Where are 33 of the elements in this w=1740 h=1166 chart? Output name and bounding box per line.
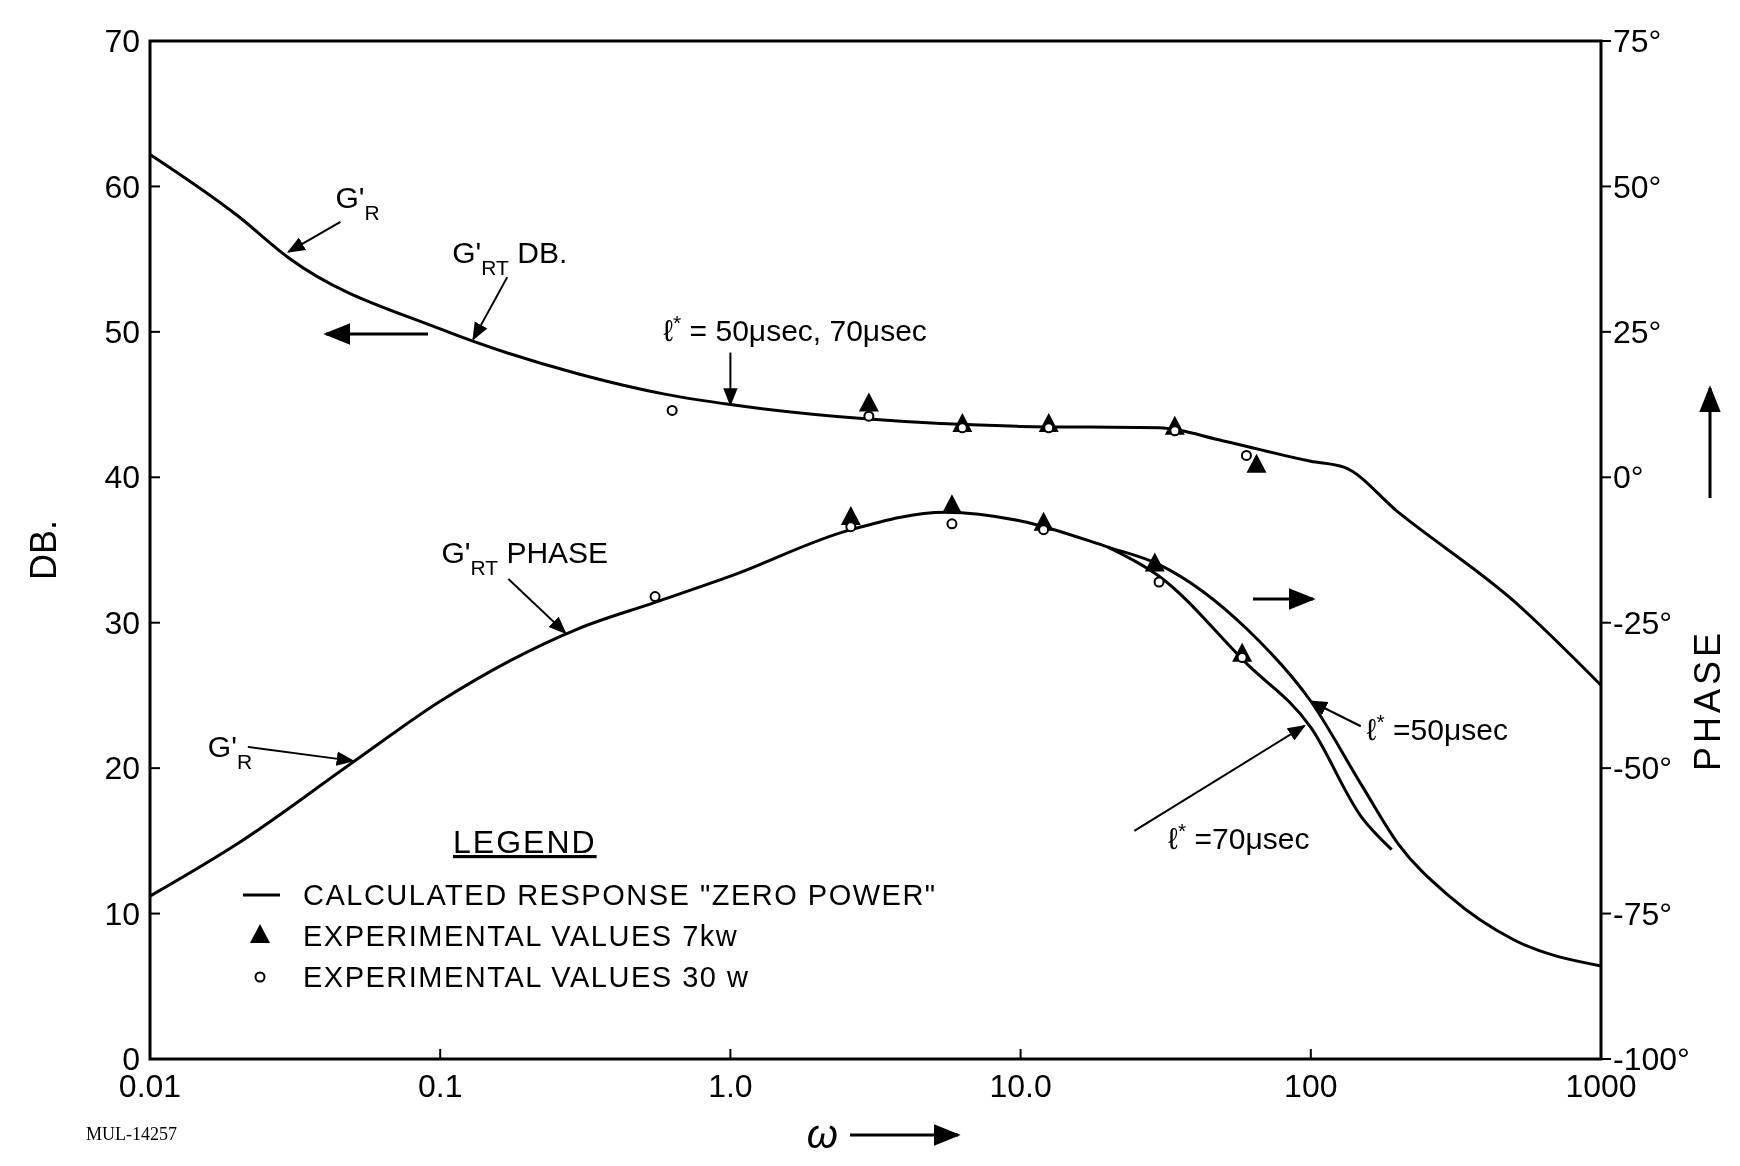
y-tick-label: 40	[104, 459, 140, 496]
y-tick-label: 60	[104, 168, 140, 205]
y2-tick-label: 75°	[1613, 23, 1662, 60]
y-tick-label: 30	[104, 604, 140, 641]
y-tick-label: 10	[104, 895, 140, 932]
y2-axis-title: PHASE	[1687, 628, 1728, 772]
y2-tick-label: -50°	[1613, 750, 1673, 787]
x-tick-label: 100	[1284, 1068, 1338, 1104]
y-tick-label: 70	[104, 23, 140, 60]
x-tick-label: 10.0	[989, 1068, 1052, 1104]
legend-label: CALCULATED RESPONSE "ZERO POWER"	[303, 879, 937, 911]
y2-tick-label: -75°	[1613, 895, 1673, 932]
annotation: ℓ$^{*}$ =50μsec	[1366, 709, 1508, 747]
annotation: ℓ$^{*}$ =70μsec	[1168, 818, 1310, 855]
y-tick-label: 50	[104, 314, 140, 351]
text: MUL-14257	[86, 1124, 177, 1144]
annotation: ℓ$^{*}$ = 50μsec, 70μsec	[663, 310, 927, 347]
y2-tick-label: -25°	[1613, 604, 1673, 641]
legend-label: EXPERIMENTAL VALUES 30 w	[303, 961, 750, 993]
y2-tick-label: 25°	[1613, 314, 1662, 351]
annotation: G'$_{R}$	[335, 180, 380, 224]
x-tick-label: 0.1	[417, 1068, 463, 1104]
annotation: G'$_{RT}$ PHASE	[441, 535, 609, 579]
x-axis-title: ω	[806, 1112, 838, 1156]
x-tick-label: 1.0	[708, 1068, 753, 1104]
y-axis-title: DB.	[23, 519, 64, 581]
annotation: G'$_{RT}$ DB.	[452, 236, 568, 279]
annotation: G'$_{R}$	[207, 729, 253, 773]
legend-label: EXPERIMENTAL VALUES 7kw	[303, 920, 739, 952]
y2-tick-label: 50°	[1613, 168, 1662, 205]
y2-tick-label: 0°	[1613, 459, 1644, 496]
y-tick-label: 20	[104, 750, 140, 787]
legend-title: LEGEND	[453, 824, 597, 860]
